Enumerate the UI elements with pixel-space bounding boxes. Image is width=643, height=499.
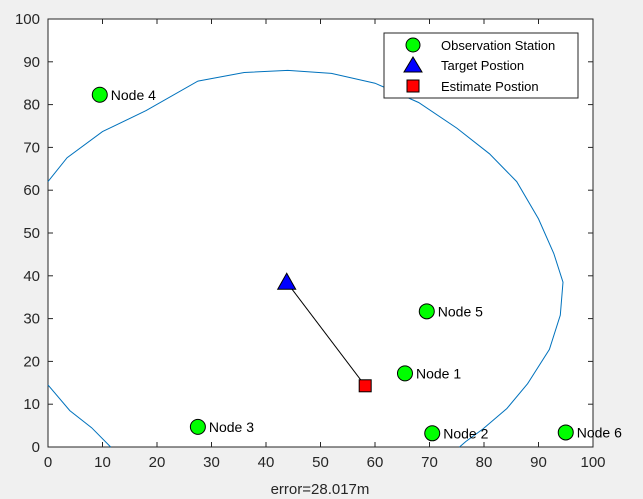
y-tick-label: 80 xyxy=(23,97,40,114)
x-tick-label: 70 xyxy=(421,454,438,471)
legend: Observation Station Target Postion Estim… xyxy=(383,32,579,99)
error-circle xyxy=(47,69,564,448)
markers: Node 1 Node 2 Node 3 Node 4 Node 5 Node 6 xyxy=(91,86,622,442)
x-tick-label: 90 xyxy=(530,454,547,471)
legend-estimate-marker xyxy=(406,79,420,93)
x-tick-label: 0 xyxy=(44,454,52,471)
y-tick-label: 60 xyxy=(23,182,40,199)
legend-label-target: Target Postion xyxy=(441,58,524,73)
error-circle-arc xyxy=(47,69,564,448)
station-marker xyxy=(189,418,206,435)
y-tick-label: 10 xyxy=(23,396,40,413)
y-tick-label: 0 xyxy=(32,439,40,456)
error-circle-arc-bottom-left xyxy=(47,384,112,448)
x-tick-label: 30 xyxy=(203,454,220,471)
station-marker xyxy=(418,303,435,320)
x-tick-label: 40 xyxy=(258,454,275,471)
x-tick-label: 20 xyxy=(149,454,166,471)
x-tick-label: 100 xyxy=(580,454,605,471)
station-label: Node 1 xyxy=(416,365,461,381)
station-label: Node 6 xyxy=(577,424,622,440)
x-tick-label: 10 xyxy=(94,454,111,471)
y-tick-label: 20 xyxy=(23,353,40,370)
estimate-marker xyxy=(358,379,372,393)
station-label: Node 5 xyxy=(438,303,483,319)
station-label: Node 2 xyxy=(443,425,488,441)
y-tick-label: 30 xyxy=(23,311,40,328)
legend-station-marker xyxy=(405,37,421,53)
x-tick-label: 60 xyxy=(367,454,384,471)
y-tick-label: 70 xyxy=(23,139,40,156)
x-tick-label: 80 xyxy=(476,454,493,471)
y-tick-label: 50 xyxy=(23,225,40,242)
y-tick-label: 40 xyxy=(23,268,40,285)
x-axis-label: error=28.017m xyxy=(271,481,370,498)
station-marker xyxy=(396,365,413,382)
y-tick-label: 90 xyxy=(23,54,40,71)
station-label: Node 3 xyxy=(209,419,254,435)
station-marker xyxy=(557,424,574,441)
station-marker xyxy=(424,425,441,442)
x-tick-label: 50 xyxy=(312,454,329,471)
legend-target-marker xyxy=(403,56,423,73)
legend-label-estimate: Estimate Postion xyxy=(441,79,539,94)
legend-label-station: Observation Station xyxy=(441,38,555,53)
station-label: Node 4 xyxy=(111,87,156,103)
error-line xyxy=(286,281,366,387)
axis-ticks: 0 10 20 30 40 50 60 70 80 90 100 0 10 20 30 40 50 60 70 80 9… xyxy=(15,11,606,471)
target-marker xyxy=(276,272,297,290)
station-marker xyxy=(91,86,108,103)
error-line-group xyxy=(286,281,366,387)
y-tick-label: 100 xyxy=(15,11,40,28)
